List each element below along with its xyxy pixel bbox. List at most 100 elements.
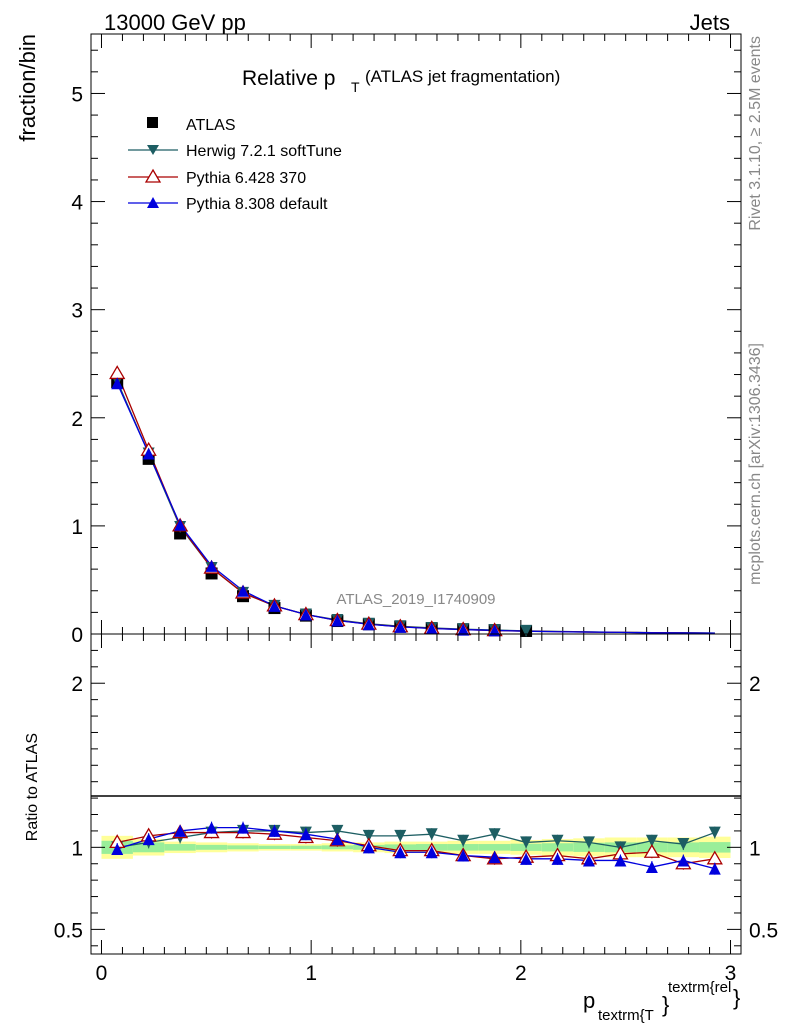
ratio-point-herwig <box>394 829 407 842</box>
x-tick-label: 1 <box>305 962 317 985</box>
ratio-point-py8 <box>142 833 155 846</box>
main-y-tick-label: 3 <box>71 300 83 323</box>
ratio-y-tick-label-left: 2 <box>71 673 83 696</box>
main-point-py8 <box>394 620 407 633</box>
ratio-point-py8 <box>677 854 690 867</box>
ratio-point-py8 <box>708 862 721 875</box>
ratio-y-tick-label-left: 1 <box>71 837 83 860</box>
legend-marker-py6 <box>144 168 162 183</box>
ratio-frame <box>90 633 742 955</box>
plot-title-sub: T <box>351 79 360 95</box>
main-y-tick-label: 1 <box>71 516 83 539</box>
ratio-point-py8 <box>457 849 470 862</box>
x-tick-label: 2 <box>515 962 527 985</box>
ratio-point-py8 <box>520 852 533 865</box>
main-point-py8 <box>205 559 218 572</box>
ratio-panel: 0.5 0.5 1 1 2 2 0 1 2 3 <box>54 633 778 985</box>
ratio-series-markers <box>109 821 723 875</box>
main-y-tick-label: 4 <box>71 192 83 215</box>
ratio-point-py8 <box>362 841 375 854</box>
ratio-point-py8 <box>111 842 124 855</box>
main-axis-ticks: 0 1 2 3 4 5 <box>71 34 741 647</box>
x-tick-label: 3 <box>725 962 737 985</box>
ratio-point-herwig <box>582 836 595 849</box>
ratio-point-herwig <box>645 834 658 847</box>
legend-label-atlas: ATLAS <box>186 117 236 134</box>
ratio-point-herwig <box>677 838 690 851</box>
ratio-point-py8 <box>645 861 658 874</box>
rivet-label: Rivet 3.1.10, ≥ 2.5M events <box>747 36 764 231</box>
ratio-point-py8 <box>582 854 595 867</box>
ratio-point-py8 <box>394 846 407 859</box>
x-axis-label-sup: textrm{rel <box>668 979 731 996</box>
header-right: Jets <box>690 10 730 35</box>
legend-marker-py8 <box>147 197 159 208</box>
ratio-band-green <box>227 845 259 850</box>
plot-title-main: Relative p <box>242 67 335 90</box>
main-point-py8 <box>237 584 250 597</box>
ratio-point-herwig <box>362 829 375 842</box>
main-point-py6 <box>109 365 126 380</box>
main-point-py8 <box>331 614 344 627</box>
ratio-point-herwig <box>425 828 438 841</box>
ratio-point-py8 <box>488 851 501 864</box>
ratio-band-green <box>164 844 196 851</box>
ratio-y-tick-label-right: 1 <box>749 837 761 860</box>
ratio-band-green <box>321 845 354 850</box>
ratio-band-green <box>699 842 731 853</box>
ratio-point-herwig <box>331 824 344 837</box>
x-axis-label-brace2: } <box>733 985 740 1010</box>
main-point-py8 <box>142 447 155 460</box>
mcplots-label: mcplots.cern.ch [arXiv:1306.3436] <box>747 343 764 585</box>
ratio-band-green <box>478 844 511 851</box>
legend-marker-atlas <box>147 117 158 128</box>
ratio-point-herwig <box>457 834 470 847</box>
ratio-uncertainty-bands <box>101 835 731 859</box>
legend-label-herwig: Herwig 7.2.1 softTune <box>186 143 342 160</box>
ratio-point-py8 <box>614 854 627 867</box>
x-axis-label-brace: } <box>662 992 669 1017</box>
y-axis-label-bottom: Ratio to ATLAS <box>24 733 41 841</box>
ratio-point-py8 <box>299 828 312 841</box>
x-axis-label: p textrm{T } textrm{rel } <box>583 979 740 1024</box>
y-axis-label-top: fraction/bin <box>15 34 40 142</box>
analysis-watermark: ATLAS_2019_I1740909 <box>336 591 495 608</box>
ratio-band-green <box>195 844 228 850</box>
main-y-tick-label: 0 <box>71 624 83 647</box>
legend-marker-herwig <box>147 145 159 155</box>
main-point-py8 <box>174 518 187 531</box>
x-tick-label: 0 <box>96 962 108 985</box>
ratio-point-herwig <box>520 836 533 849</box>
ratio-point-herwig <box>708 826 721 839</box>
main-point-py8 <box>268 599 281 612</box>
ratio-point-py8 <box>237 821 250 834</box>
main-point-py8 <box>425 622 438 635</box>
main-series-markers <box>109 365 533 637</box>
ratio-band-green <box>258 845 291 849</box>
main-point-py8 <box>299 608 312 621</box>
ratio-point-herwig <box>551 834 564 847</box>
ratio-point-py8 <box>551 852 564 865</box>
main-point-py8 <box>457 623 470 636</box>
header-left: 13000 GeV pp <box>104 10 246 35</box>
ratio-y-tick-label-right: 0.5 <box>749 919 778 942</box>
ratio-y-tick-label-right: 2 <box>749 673 761 696</box>
ratio-point-py8 <box>174 824 187 837</box>
legend: ATLAS Herwig 7.2.1 softTune Pythia 6.428… <box>128 117 342 213</box>
ratio-point-py6 <box>643 843 661 858</box>
ratio-point-py8 <box>205 821 218 834</box>
ratio-point-herwig <box>488 828 501 841</box>
ratio-axis-ticks: 0.5 0.5 1 1 2 2 0 1 2 3 <box>54 634 778 985</box>
legend-label-py8: Pythia 8.308 default <box>186 196 328 213</box>
plot-title-rest: (ATLAS jet fragmentation) <box>365 67 560 86</box>
ratio-point-py8 <box>268 824 281 837</box>
ratio-band-green <box>290 845 322 849</box>
legend-label-py6: Pythia 6.428 370 <box>186 170 306 187</box>
ratio-y-tick-label-left: 0.5 <box>54 919 83 942</box>
main-point-py8 <box>362 618 375 631</box>
main-y-tick-label: 5 <box>71 83 83 106</box>
x-axis-label-sub: textrm{T <box>598 1007 654 1024</box>
main-panel: 0 1 2 3 4 5 Relative p T (ATLAS jet fragmenta… <box>71 33 742 647</box>
x-axis-label-p: p <box>583 988 595 1013</box>
